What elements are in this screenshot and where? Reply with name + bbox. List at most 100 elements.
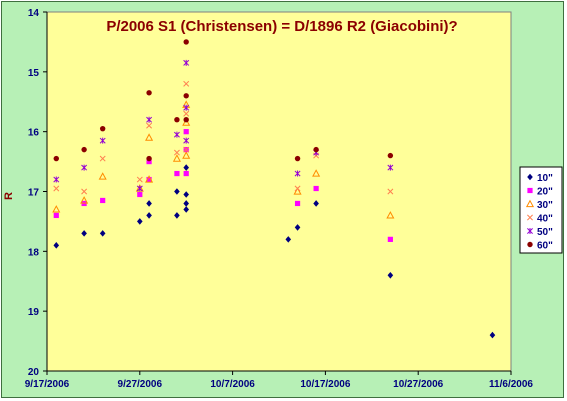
legend-item: 60"	[527, 241, 553, 252]
data-point-triangle	[312, 169, 321, 177]
y-tick-label: 18	[28, 247, 40, 258]
data-point-circle	[313, 146, 319, 153]
data-point-diamond	[313, 200, 319, 207]
data-point-star	[387, 164, 394, 171]
y-tick-label: 19	[28, 307, 40, 318]
y-tick-label: 14	[28, 8, 40, 19]
data-point-square	[146, 158, 152, 165]
data-point-star	[183, 59, 190, 66]
x-tick-label: 9/27/2006	[118, 379, 163, 390]
data-point-x	[183, 110, 190, 117]
data-point-diamond	[183, 200, 189, 207]
legend-label: 60"	[537, 241, 553, 252]
data-point-triangle	[52, 205, 61, 213]
data-point-x	[183, 146, 190, 153]
data-point-diamond	[146, 212, 152, 219]
data-points	[52, 39, 496, 339]
series-circle	[53, 39, 394, 162]
legend-label: 20"	[537, 187, 553, 198]
x-tick-label: 11/6/2006	[489, 379, 533, 390]
data-point-x	[99, 155, 106, 162]
data-point-diamond	[183, 164, 189, 171]
data-point-star	[136, 185, 143, 192]
data-point-square	[53, 212, 59, 219]
data-point-star	[99, 137, 106, 144]
data-point-star	[173, 131, 180, 138]
legend-label: 40"	[537, 214, 553, 225]
legend-item: 30"	[525, 199, 553, 211]
data-point-star	[53, 176, 60, 183]
data-point-triangle	[172, 154, 181, 162]
data-point-square	[146, 176, 152, 183]
legend-label: 30"	[537, 200, 553, 211]
data-point-square	[527, 187, 533, 194]
legend-item: 10"	[527, 173, 553, 184]
data-point-diamond	[174, 188, 180, 195]
data-point-circle	[99, 125, 106, 132]
data-point-square	[294, 200, 301, 207]
plot-area	[46, 11, 512, 372]
data-point-diamond	[527, 173, 533, 181]
data-point-circle	[387, 152, 394, 159]
data-point-triangle	[182, 118, 191, 126]
data-point-square	[100, 197, 106, 204]
data-point-triangle	[293, 187, 302, 195]
data-point-triangle	[145, 175, 154, 183]
series-diamond	[53, 164, 496, 339]
data-point-diamond	[285, 236, 292, 243]
data-point-circle	[183, 117, 189, 123]
legend-label: 10"	[537, 173, 553, 184]
data-point-triangle	[182, 151, 191, 159]
data-point-star	[146, 116, 153, 123]
data-point-circle	[294, 155, 301, 162]
legend-box	[519, 166, 563, 254]
y-axis-label: R	[3, 192, 15, 200]
series-x	[53, 80, 394, 195]
data-point-square	[137, 191, 143, 198]
data-point-square	[174, 170, 180, 177]
x-tick-label: 10/27/2006	[393, 379, 443, 390]
data-point-triangle	[386, 211, 395, 219]
data-point-circle	[146, 155, 152, 162]
data-point-circle	[183, 39, 189, 45]
legend-item: 50"	[527, 227, 553, 238]
data-point-star	[527, 228, 533, 234]
data-point-circle	[527, 241, 533, 248]
data-point-square	[387, 236, 393, 242]
data-point-diamond	[81, 230, 87, 237]
data-point-diamond	[183, 191, 189, 198]
data-point-diamond	[137, 218, 143, 225]
data-point-star	[294, 170, 301, 177]
data-point-star	[183, 137, 190, 144]
x-tick-label: 9/17/2006	[25, 379, 70, 390]
data-point-x	[527, 214, 533, 221]
data-point-x	[136, 176, 143, 183]
data-point-x	[183, 80, 190, 87]
data-point-circle	[53, 155, 59, 162]
y-tick-label: 15	[28, 68, 40, 79]
data-point-x	[53, 185, 60, 192]
data-point-circle	[174, 117, 180, 123]
data-point-diamond	[99, 230, 106, 237]
data-point-circle	[183, 93, 189, 99]
data-point-triangle	[525, 199, 535, 208]
data-point-diamond	[387, 271, 394, 279]
data-point-square	[183, 129, 189, 135]
data-point-circle	[146, 90, 152, 96]
data-point-star	[81, 164, 88, 171]
chart-title: P/2006 S1 (Christensen) = D/1896 R2 (Gia…	[106, 18, 457, 35]
data-point-x	[387, 188, 394, 195]
legend: 10" 20" 30" 40" 50" 60"	[519, 166, 563, 254]
data-point-diamond	[489, 331, 496, 339]
y-tick-label: 20	[28, 367, 40, 378]
x-tick-label: 10/7/2006	[210, 379, 255, 390]
data-point-x	[294, 185, 301, 192]
data-point-diamond	[146, 200, 152, 207]
data-point-triangle	[98, 172, 107, 180]
data-point-square	[313, 185, 319, 192]
data-point-x	[146, 122, 153, 129]
legend-label: 50"	[537, 227, 553, 238]
data-point-star	[183, 104, 190, 111]
data-point-x	[81, 188, 88, 195]
